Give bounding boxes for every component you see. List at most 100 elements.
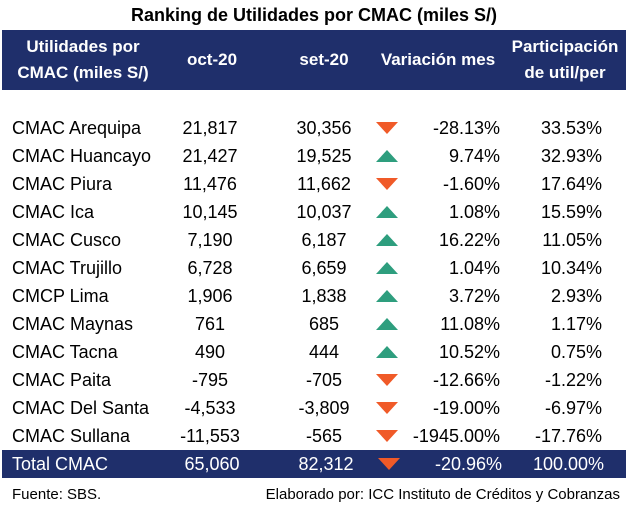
row-variation: 16.22%	[438, 230, 500, 250]
trend-up-icon	[372, 226, 400, 254]
row-share: -1.22%	[544, 370, 602, 390]
header-entity: Utilidades por CMAC (miles S/)	[8, 30, 158, 90]
table-title: Ranking de Utilidades por CMAC (miles S/…	[130, 5, 498, 25]
row-name: CMAC Trujillo	[12, 258, 123, 278]
row-oct: 21,427	[182, 146, 238, 166]
row-set: -3,809	[298, 398, 350, 418]
row-share: 2.93%	[550, 286, 602, 306]
row-variation: -19.00%	[432, 398, 500, 418]
header-share: Participación de util/per	[506, 30, 624, 90]
row-share: 11.05%	[542, 230, 602, 250]
table-header: Utilidades por CMAC (miles S/) oct-20 se…	[2, 30, 626, 90]
row-oct: 10,145	[182, 202, 238, 222]
header-set: set-20	[299, 50, 349, 69]
header-share-line2: de util/per	[524, 63, 606, 82]
row-variation: 1.04%	[448, 258, 500, 278]
table-row: CMAC Huancayo 21,427 19,525 9.74% 32.93%	[0, 142, 628, 170]
row-oct: 21,817	[182, 118, 238, 138]
total-variation: -20.96%	[434, 454, 502, 474]
row-set: -705	[305, 370, 343, 390]
row-oct: -795	[191, 370, 229, 390]
row-name: CMAC Piura	[12, 174, 113, 194]
row-variation: -28.13%	[432, 118, 500, 138]
row-share: 33.53%	[540, 118, 602, 138]
total-label: Total CMAC	[12, 454, 109, 474]
trend-down-icon	[372, 422, 400, 450]
row-set: 11,662	[297, 174, 351, 194]
row-name: CMAC Maynas	[12, 314, 134, 334]
table-row: CMAC Cusco 7,190 6,187 16.22% 11.05%	[0, 226, 628, 254]
row-name: CMAC Arequipa	[12, 118, 142, 138]
table-row: CMAC Maynas 761 685 11.08% 1.17%	[0, 310, 628, 338]
row-share: 0.75%	[550, 342, 602, 362]
total-row: Total CMAC 65,060 82,312 -20.96% 100.00%	[2, 450, 626, 478]
row-set: 10,037	[296, 202, 352, 222]
table-body: CMAC Arequipa 21,817 30,356 -28.13% 33.53% CM…	[0, 114, 628, 450]
table-row: CMAC Ica 10,145 10,037 1.08% 15.59%	[0, 198, 628, 226]
row-oct: 7,190	[187, 230, 233, 250]
header-share-line1: Participación	[511, 37, 619, 56]
total-trend-down-icon	[374, 450, 402, 478]
table-row: CMAC Piura 11,476 11,662 -1.60% 17.64%	[0, 170, 628, 198]
trend-up-icon	[372, 198, 400, 226]
row-set: 6,187	[301, 230, 347, 250]
trend-up-icon	[372, 254, 400, 282]
total-oct: 65,060	[184, 454, 240, 474]
header-entity-line2: CMAC (miles S/)	[17, 63, 149, 82]
row-oct: 1,906	[187, 286, 233, 306]
credit-note: Elaborado por: ICC Instituto de Créditos…	[265, 486, 620, 503]
row-variation: 11.08%	[440, 314, 500, 334]
table-row: CMAC Del Santa -4,533 -3,809 -19.00% -6.97%	[0, 394, 628, 422]
row-oct: 6,728	[187, 258, 233, 278]
row-variation: -1.60%	[442, 174, 500, 194]
row-oct: -4,533	[184, 398, 236, 418]
row-name: CMAC Del Santa	[12, 398, 150, 418]
header-variation: Variación mes	[380, 50, 496, 69]
row-share: -6.97%	[544, 398, 602, 418]
row-name: CMAC Huancayo	[12, 146, 152, 166]
trend-down-icon	[372, 170, 400, 198]
trend-down-icon	[372, 114, 400, 142]
trend-up-icon	[372, 310, 400, 338]
table-row: CMAC Arequipa 21,817 30,356 -28.13% 33.53%	[0, 114, 628, 142]
row-share: -17.76%	[534, 426, 602, 446]
trend-up-icon	[372, 338, 400, 366]
row-name: CMAC Paita	[12, 370, 112, 390]
row-name: CMAC Cusco	[12, 230, 122, 250]
row-oct: 11,476	[183, 174, 237, 194]
table-row: CMAC Trujillo 6,728 6,659 1.04% 10.34%	[0, 254, 628, 282]
row-name: CMAC Sullana	[12, 426, 131, 446]
row-set: 19,525	[296, 146, 352, 166]
trend-up-icon	[372, 282, 400, 310]
row-name: CMAC Ica	[12, 202, 95, 222]
row-set: 6,659	[301, 258, 347, 278]
row-share: 10.34%	[540, 258, 602, 278]
row-oct: 761	[194, 314, 226, 334]
row-share: 1.17%	[550, 314, 602, 334]
row-set: 685	[308, 314, 340, 334]
row-variation: -1945.00%	[412, 426, 500, 446]
header-oct: oct-20	[186, 50, 238, 69]
row-variation: 1.08%	[448, 202, 500, 222]
row-oct: 490	[194, 342, 226, 362]
row-name: CMAC Tacna	[12, 342, 118, 362]
row-set: 30,356	[296, 118, 352, 138]
source-note: Fuente: SBS.	[12, 486, 102, 503]
trend-down-icon	[372, 394, 400, 422]
trend-up-icon	[372, 142, 400, 170]
row-variation: 9.74%	[448, 146, 500, 166]
table-row: CMCP Lima 1,906 1,838 3.72% 2.93%	[0, 282, 628, 310]
row-set: 1,838	[301, 286, 347, 306]
header-entity-line1: Utilidades por	[26, 37, 140, 56]
row-variation: 10.52%	[438, 342, 500, 362]
table-row: CMAC Paita -795 -705 -12.66% -1.22%	[0, 366, 628, 394]
row-share: 15.59%	[540, 202, 602, 222]
row-share: 17.64%	[540, 174, 602, 194]
trend-down-icon	[372, 366, 400, 394]
total-share: 100.00%	[532, 454, 604, 474]
row-oct: -11,553	[180, 426, 240, 446]
row-variation: 3.72%	[448, 286, 500, 306]
row-name: CMCP Lima	[12, 286, 109, 306]
row-set: 444	[308, 342, 340, 362]
